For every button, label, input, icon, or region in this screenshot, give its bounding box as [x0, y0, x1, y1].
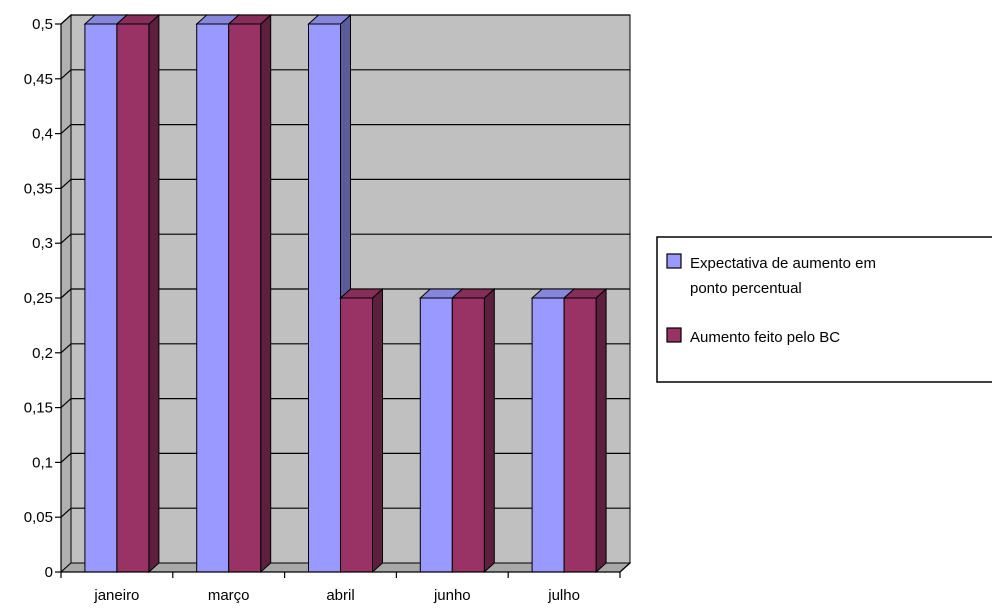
y-tick-label: 0,1: [32, 454, 53, 471]
x-tick-label: julho: [547, 587, 580, 604]
bars: [83, 13, 608, 574]
y-tick-label: 0,05: [24, 509, 53, 526]
bar-front: [563, 297, 597, 573]
bar-front: [116, 23, 150, 573]
x-tick-label: março: [208, 587, 250, 604]
y-tick-label: 0,2: [32, 345, 53, 362]
bar-front: [340, 297, 373, 573]
y-tick-label: 0,45: [24, 71, 53, 88]
legend-label: Expectativa de aumento em: [690, 255, 876, 272]
x-axis-tick-labels: janeiro março abril junho julho: [93, 587, 580, 604]
bar-front: [196, 23, 230, 573]
legend-label: Aumento feito pelo BC: [690, 329, 840, 346]
x-axis-end: [619, 562, 631, 573]
bar-front: [451, 297, 485, 573]
y-tick-label: 0,4: [32, 126, 53, 143]
bar-side: [595, 287, 607, 574]
axes: [55, 23, 631, 578]
gridline: [60, 123, 630, 135]
gridline: [60, 233, 630, 244]
legend: Expectativa de aumento em ponto percentua…: [656, 236, 992, 383]
bar-top: [115, 14, 161, 25]
gridline: [60, 14, 630, 25]
bar: [562, 287, 608, 574]
y-tick-label: 0,25: [24, 290, 53, 307]
y-tick-label: 0,35: [24, 180, 53, 197]
bar: [227, 13, 273, 574]
bar-side: [483, 287, 495, 574]
x-tick-label: abril: [326, 587, 354, 604]
bar-side: [372, 287, 383, 574]
bar-top: [339, 288, 384, 299]
bar: [450, 287, 496, 574]
bar: [339, 287, 384, 574]
y-tick-label: 0,3: [32, 235, 53, 252]
bar-top: [307, 14, 352, 25]
bar-top: [450, 288, 496, 299]
legend-label: ponto percentual: [690, 280, 802, 297]
legend-box: [656, 236, 992, 383]
bar: [115, 13, 161, 574]
gridline: [60, 69, 630, 80]
bar-front: [419, 297, 453, 573]
bar-front: [308, 23, 341, 573]
legend-swatch: [666, 327, 682, 343]
y-axis-tick-labels: 0 0,05 0,1 0,15 0,2 0,25 0,3 0,35 0,4 0,45 0,5: [24, 16, 53, 581]
bar-top: [227, 14, 273, 25]
x-tick-label: janeiro: [93, 587, 139, 604]
bar-front: [228, 23, 262, 573]
bar-front: [531, 297, 565, 573]
bar-top: [562, 288, 608, 299]
bar-side: [148, 13, 160, 574]
bar-side: [260, 13, 272, 574]
legend-swatch: [666, 253, 682, 269]
y-tick-label: 0: [45, 564, 53, 581]
y-tick-label: 0,15: [24, 400, 53, 417]
x-tick-label: junho: [433, 587, 471, 604]
bar-front: [84, 23, 118, 573]
gridline: [60, 178, 630, 189]
y-tick-label: 0,5: [32, 16, 53, 33]
